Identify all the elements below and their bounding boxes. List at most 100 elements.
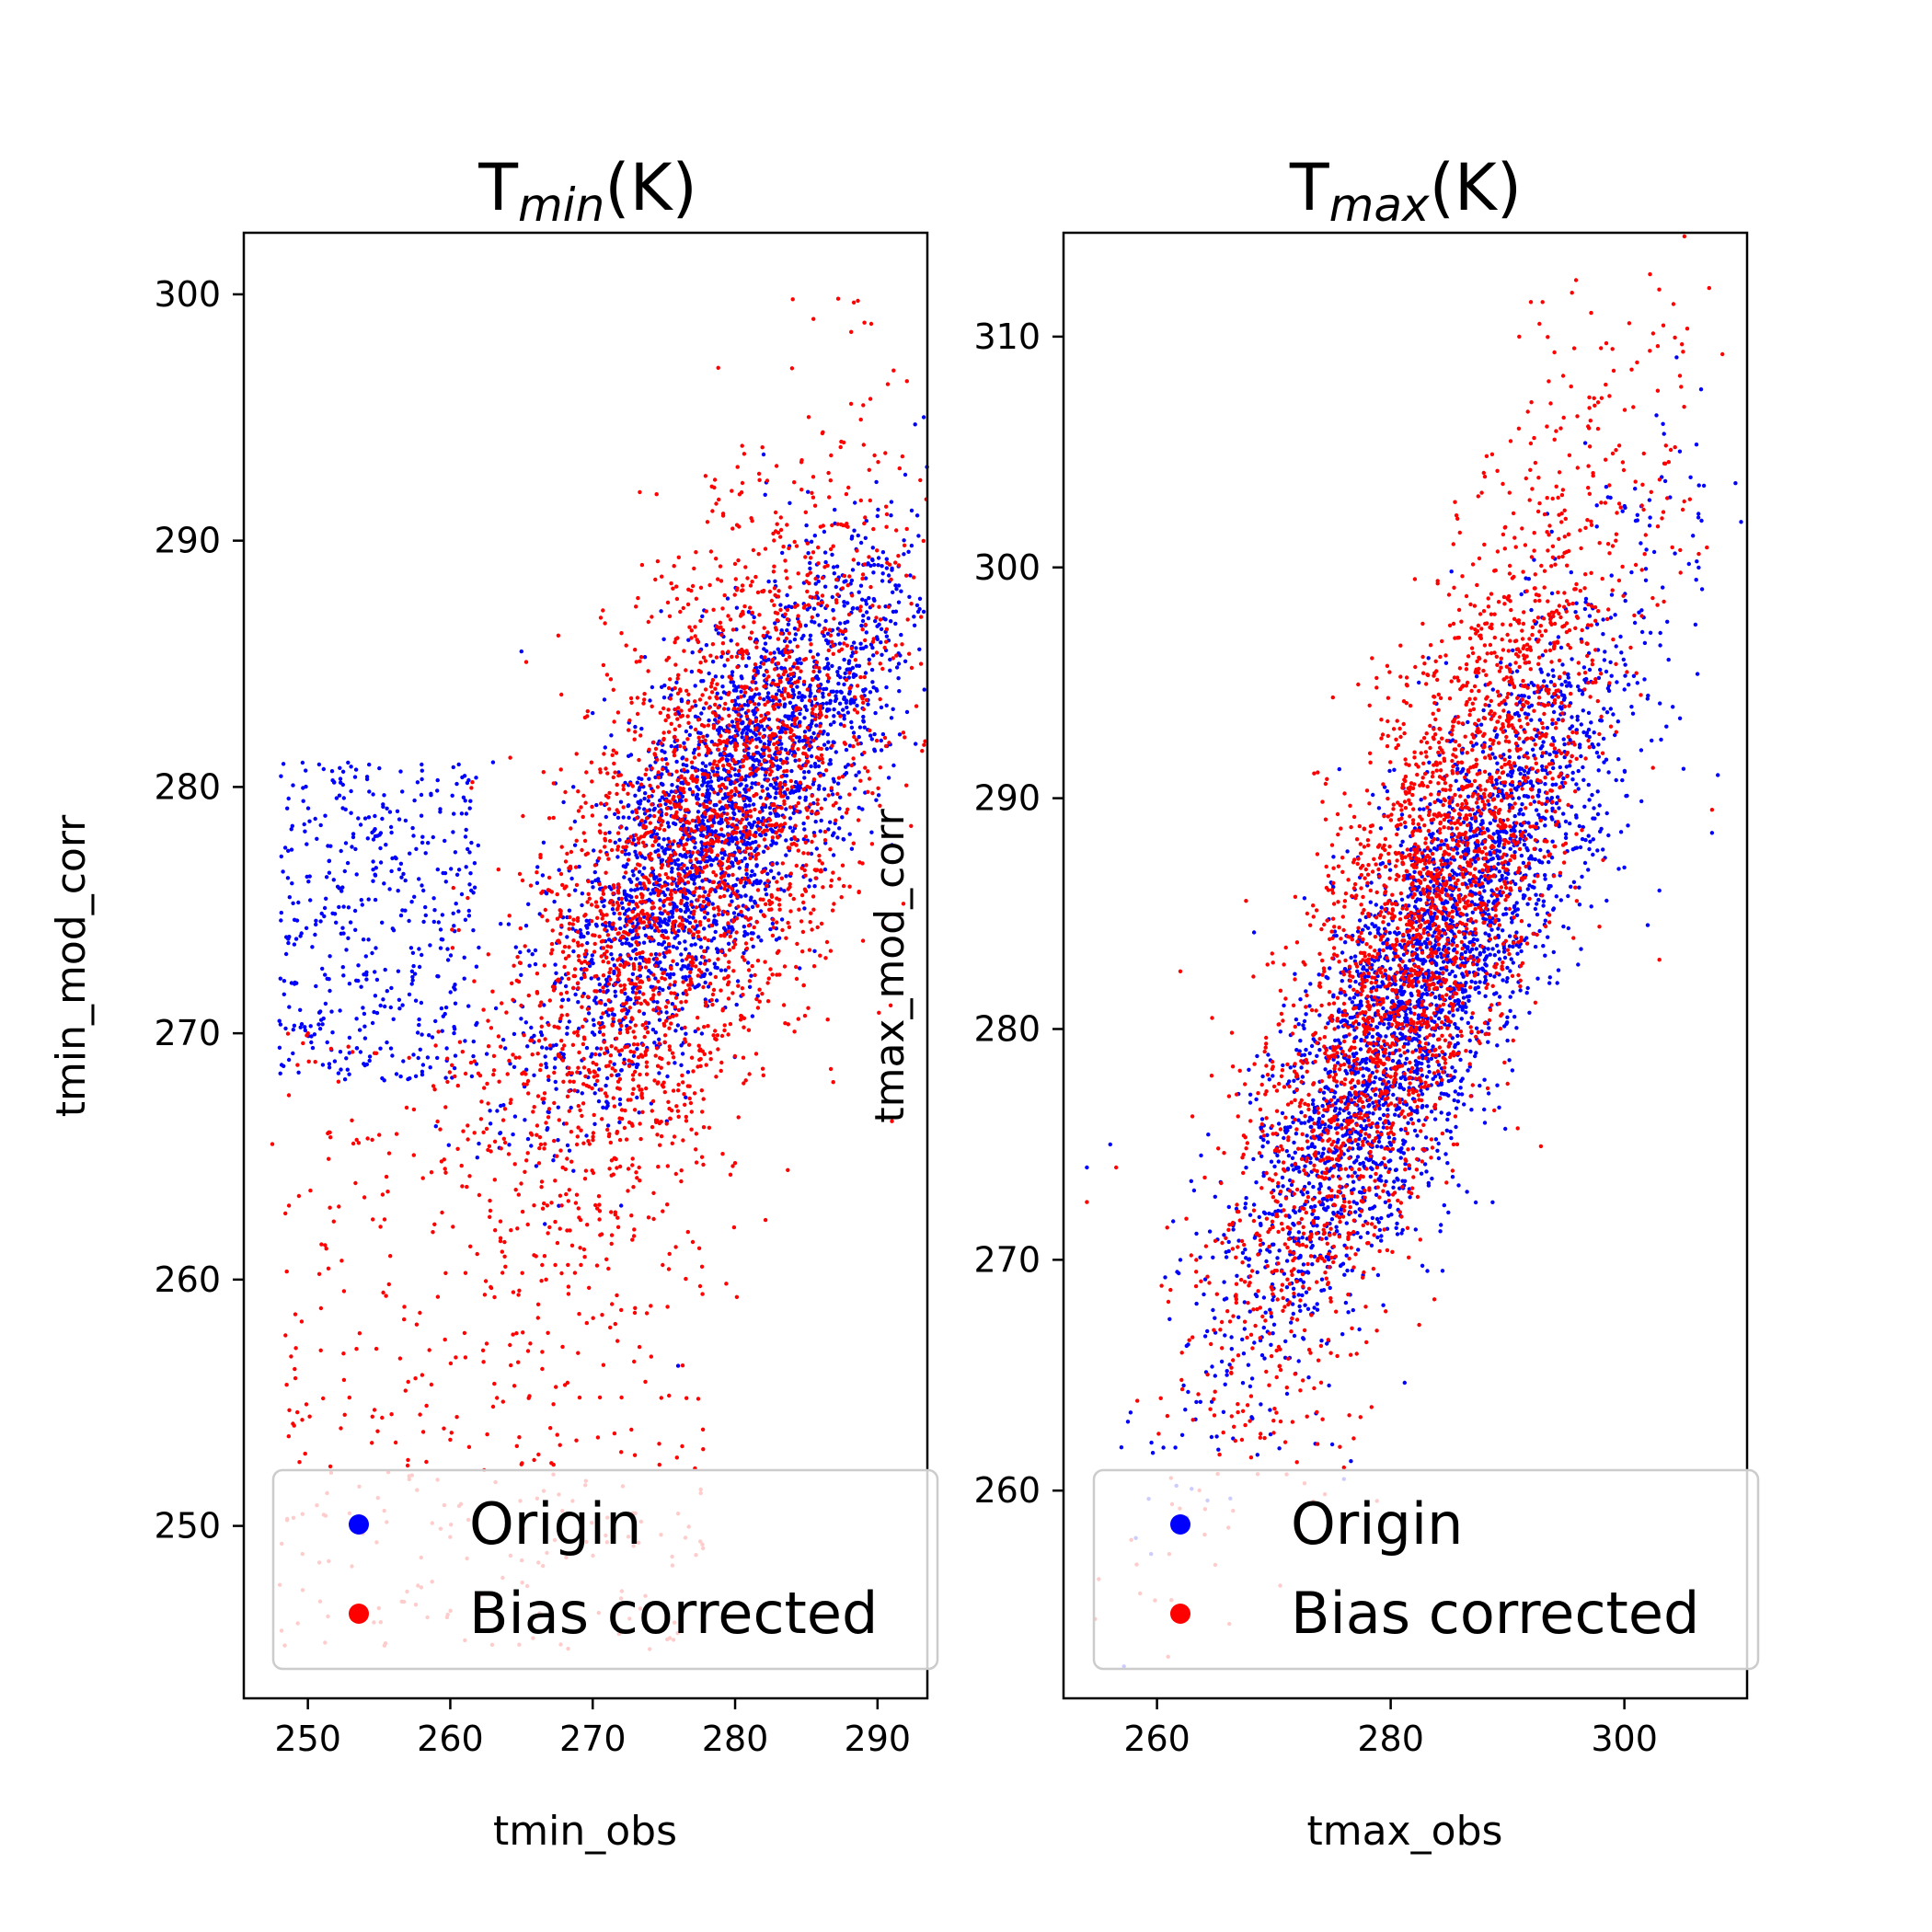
scatter-point	[658, 960, 662, 965]
scatter-point	[603, 845, 607, 849]
scatter-point	[740, 986, 745, 991]
scatter-point	[604, 955, 609, 960]
scatter-point	[746, 788, 752, 792]
scatter-point	[665, 769, 670, 774]
scatter-point	[813, 876, 818, 880]
scatter-point	[725, 824, 730, 829]
scatter-point	[569, 1105, 573, 1110]
scatter-point	[717, 729, 721, 733]
scatter-point	[826, 740, 831, 744]
scatter-point	[674, 961, 680, 967]
scatter-point	[799, 892, 805, 898]
scatter-point	[660, 967, 664, 972]
scatter-point	[730, 918, 736, 923]
scatter-point	[358, 1050, 363, 1054]
scatter-point	[638, 955, 643, 960]
scatter-point	[599, 1087, 604, 1092]
scatter-point	[709, 814, 715, 819]
scatter-point	[602, 903, 606, 909]
scatter-point	[617, 1102, 623, 1107]
scatter-point	[737, 793, 742, 798]
scatter-point	[675, 857, 680, 862]
scatter-point	[744, 730, 749, 736]
scatter-point	[640, 823, 646, 828]
scatter-point	[598, 988, 603, 994]
scatter-point	[615, 782, 619, 788]
scatter-point	[761, 1073, 765, 1078]
scatter-point	[715, 853, 720, 857]
scatter-point	[466, 1004, 471, 1008]
scatter-point	[684, 831, 689, 836]
scatter-point	[630, 868, 635, 874]
scatter-point	[820, 600, 824, 605]
scatter-point	[599, 939, 604, 944]
scatter-point	[740, 652, 745, 657]
scatter-point	[633, 730, 638, 734]
scatter-point	[591, 1018, 596, 1022]
scatter-point	[785, 627, 789, 633]
scatter-point	[726, 941, 731, 946]
scatter-point	[415, 1030, 420, 1035]
scatter-point	[452, 1030, 456, 1036]
scatter-point	[580, 891, 585, 896]
scatter-point	[746, 968, 752, 972]
scatter-point	[590, 779, 594, 784]
scatter-point	[453, 1074, 457, 1079]
scatter-point	[702, 961, 707, 966]
scatter-point	[872, 453, 877, 458]
scatter-point	[817, 784, 822, 788]
scatter-point	[617, 911, 622, 916]
scatter-point	[627, 919, 633, 924]
scatter-point	[420, 1063, 426, 1067]
scatter-point	[740, 735, 744, 740]
scatter-point	[566, 1199, 570, 1203]
scatter-point	[708, 857, 713, 862]
scatter-point	[418, 1412, 422, 1417]
scatter-point	[816, 561, 821, 566]
scatter-point	[513, 1188, 518, 1192]
scatter-point	[535, 865, 540, 869]
scatter-point	[612, 911, 616, 915]
scatter-point	[635, 1095, 639, 1100]
scatter-point	[893, 583, 898, 588]
scatter-point	[358, 822, 363, 827]
scatter-point	[707, 958, 711, 963]
scatter-point	[787, 546, 791, 551]
scatter-point	[742, 694, 746, 698]
scatter-point	[699, 824, 704, 829]
scatter-point	[779, 806, 784, 811]
scatter-point	[716, 948, 720, 953]
scatter-point	[581, 1041, 586, 1047]
scatter-point	[581, 814, 585, 820]
scatter-point	[700, 783, 705, 788]
scatter-point	[283, 1026, 288, 1031]
scatter-point	[622, 912, 627, 916]
scatter-point	[661, 903, 666, 908]
scatter-point	[749, 973, 753, 978]
scatter-point	[286, 1057, 292, 1063]
scatter-point	[741, 609, 745, 615]
scatter-point	[706, 723, 711, 728]
scatter-point	[662, 750, 667, 754]
scatter-point	[749, 895, 753, 900]
scatter-point	[811, 777, 817, 782]
scatter-point	[590, 880, 594, 885]
scatter-point	[674, 759, 679, 765]
scatter-point	[291, 901, 295, 905]
scatter-point	[803, 752, 808, 756]
scatter-point	[638, 1179, 642, 1183]
scatter-point	[401, 1059, 406, 1064]
scatter-point	[445, 947, 450, 951]
scatter-point	[799, 919, 804, 924]
scatter-point	[329, 769, 335, 774]
scatter-point	[650, 866, 654, 871]
scatter-point	[576, 1103, 581, 1109]
scatter-point	[591, 1316, 595, 1320]
scatter-point	[752, 676, 756, 681]
scatter-point	[875, 513, 880, 519]
scatter-point	[796, 1017, 800, 1021]
scatter-point	[702, 842, 707, 846]
scatter-point	[714, 998, 719, 1003]
scatter-point	[731, 911, 737, 915]
scatter-point	[684, 872, 690, 877]
